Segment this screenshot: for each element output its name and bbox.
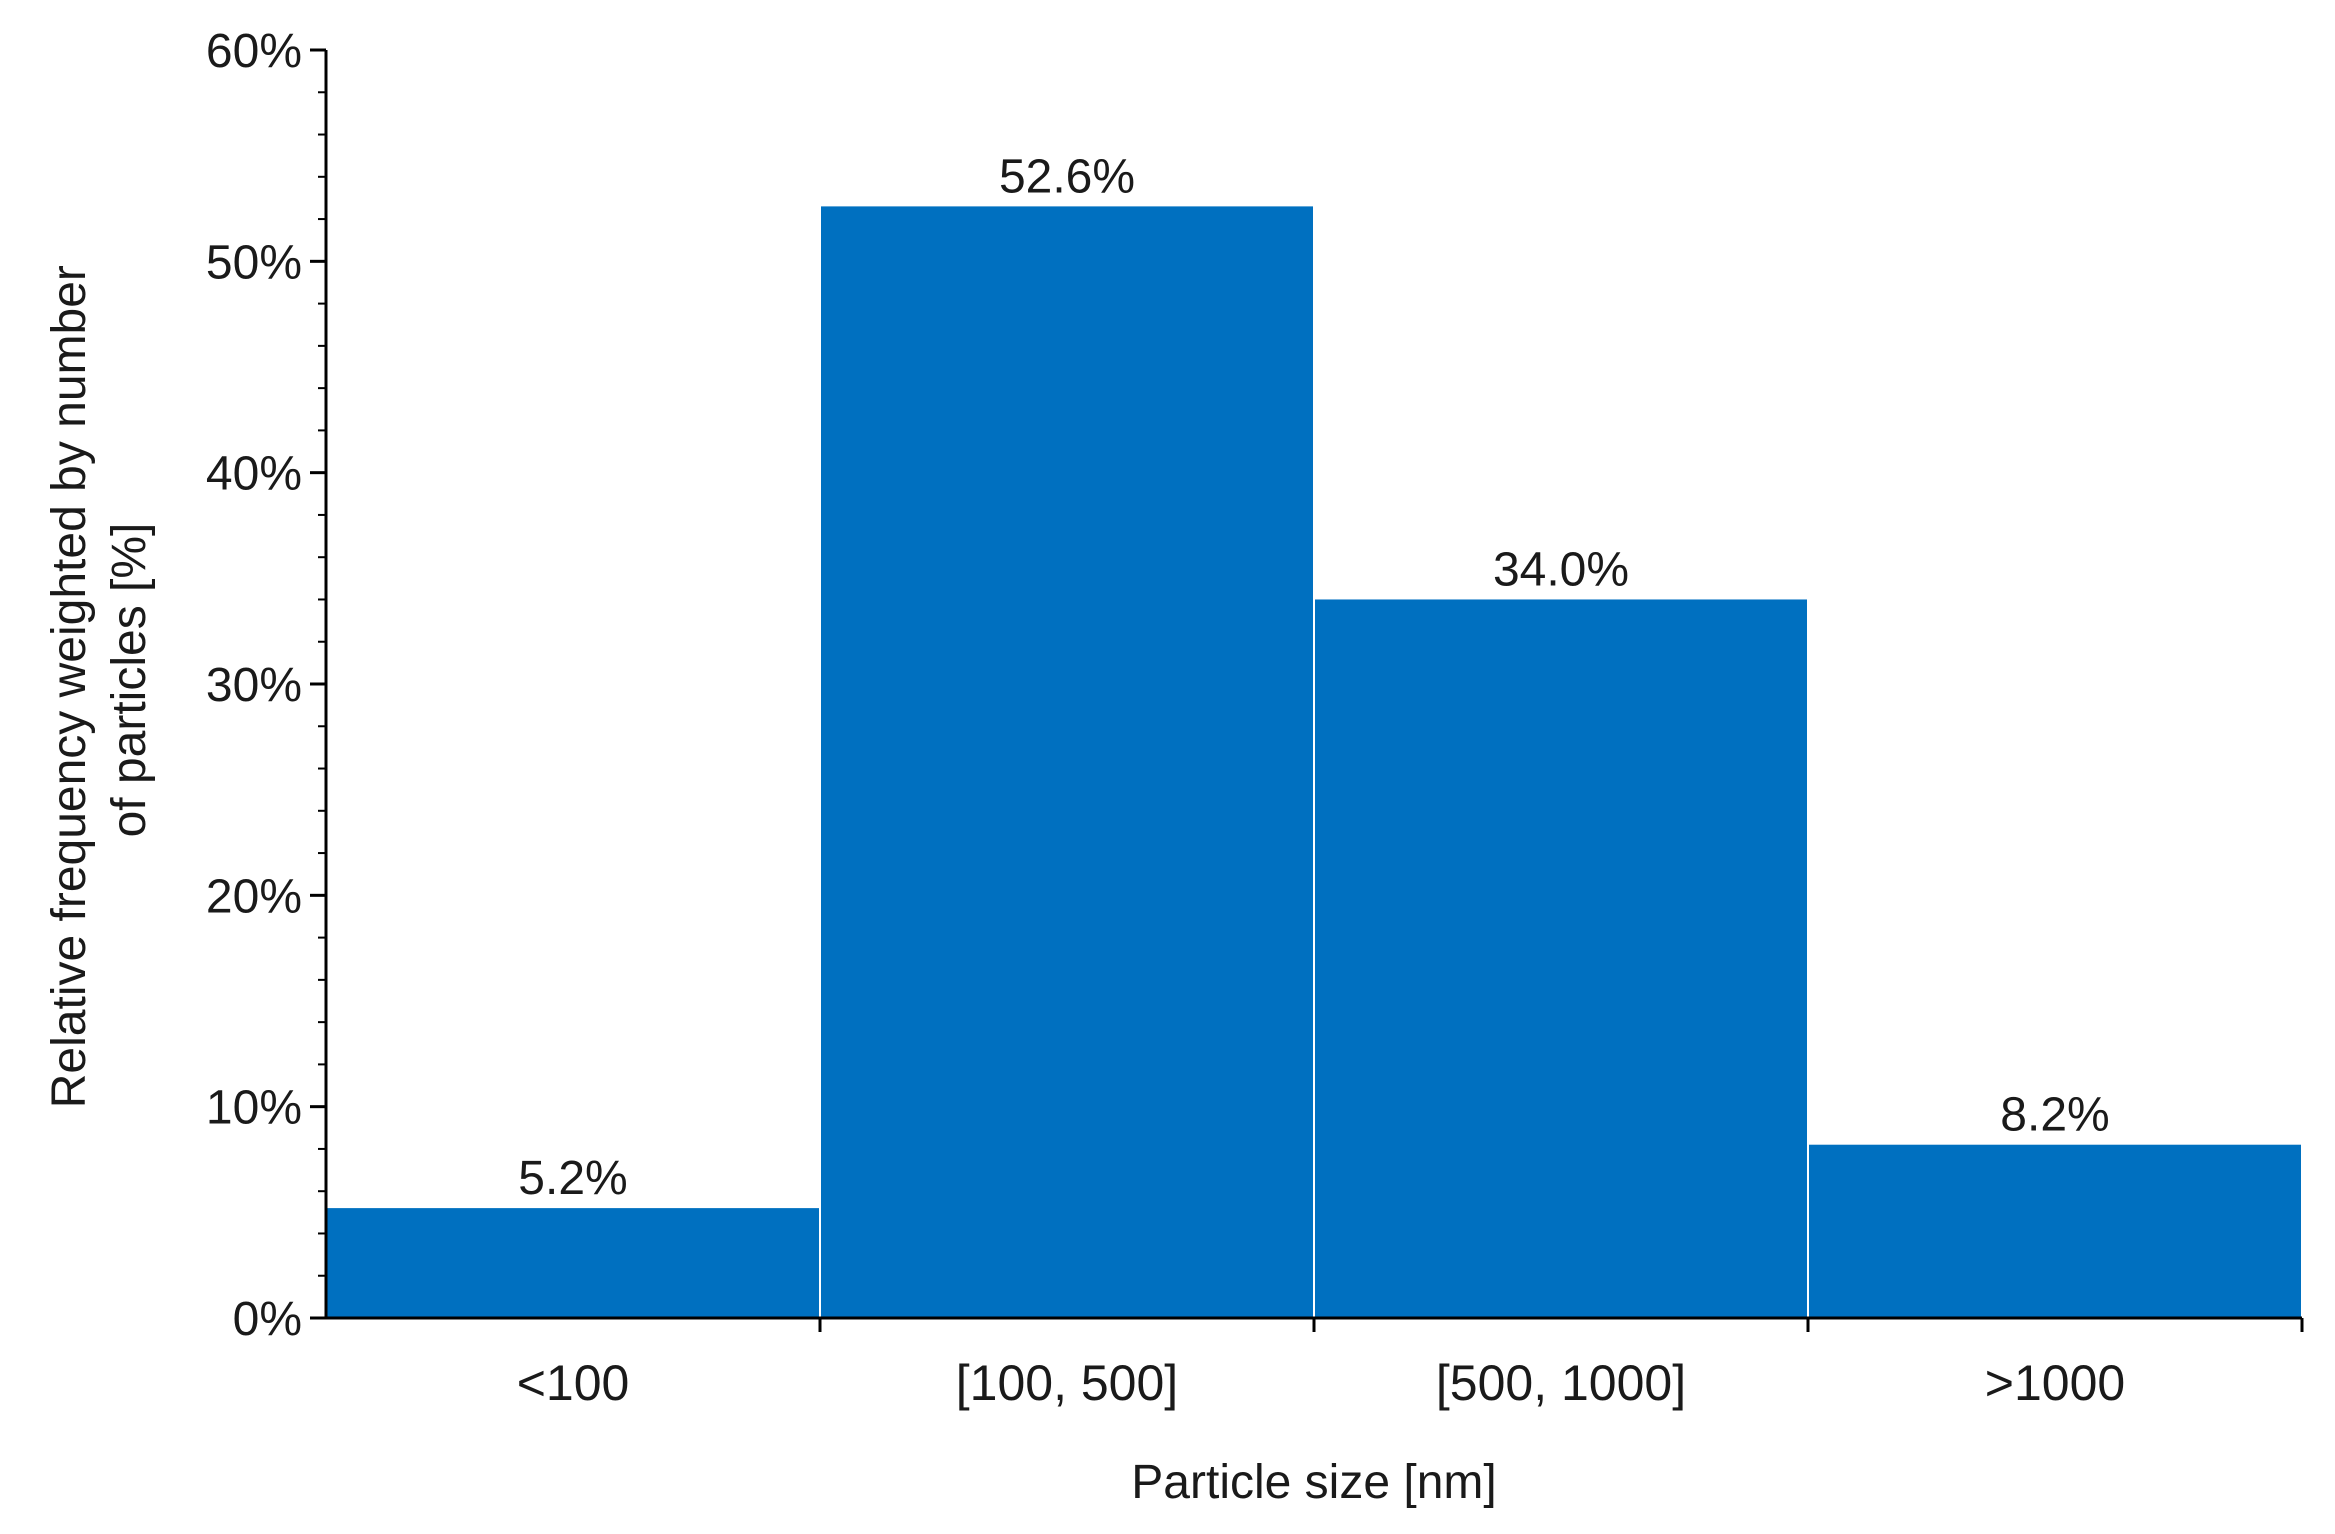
y-axis-title-line-1: Relative frequency weighted by number xyxy=(43,265,96,1108)
data-label-2: 34.0% xyxy=(1493,543,1629,596)
bar-1 xyxy=(821,206,1313,1318)
x-category-label-3: >1000 xyxy=(1985,1355,2125,1411)
bar-0 xyxy=(327,1208,819,1318)
labels-layer: 5.2% 52.6% 34.0% 8.2% 0% 10% 20% 30% 40% 50% 60% <1… xyxy=(206,25,2125,1411)
data-label-1: 52.6% xyxy=(999,150,1135,203)
x-category-label-0: <100 xyxy=(517,1355,630,1411)
x-category-label-1: [100, 500] xyxy=(956,1355,1178,1411)
bars-layer xyxy=(327,206,2301,1318)
y-tick-label-4: 40% xyxy=(206,448,302,501)
y-tick-label-2: 20% xyxy=(206,870,302,923)
y-tick-label-1: 10% xyxy=(206,1082,302,1135)
y-tick-label-3: 30% xyxy=(206,659,302,712)
bar-3 xyxy=(1809,1144,2301,1318)
y-axis-title-line-2: of particles [%] xyxy=(103,523,156,838)
y-tick-label-6: 60% xyxy=(206,25,302,78)
x-category-label-2: [500, 1000] xyxy=(1436,1355,1686,1411)
ticks-layer xyxy=(310,48,2304,1332)
y-axis-title: Relative frequency weighted by number of… xyxy=(43,252,156,1108)
data-label-0: 5.2% xyxy=(518,1152,627,1205)
y-tick-label-0: 0% xyxy=(233,1293,302,1346)
data-label-3: 8.2% xyxy=(2000,1089,2109,1142)
bar-2 xyxy=(1315,599,1807,1318)
x-axis-title: Particle size [nm] xyxy=(1131,1456,1496,1509)
y-tick-label-5: 50% xyxy=(206,236,302,289)
